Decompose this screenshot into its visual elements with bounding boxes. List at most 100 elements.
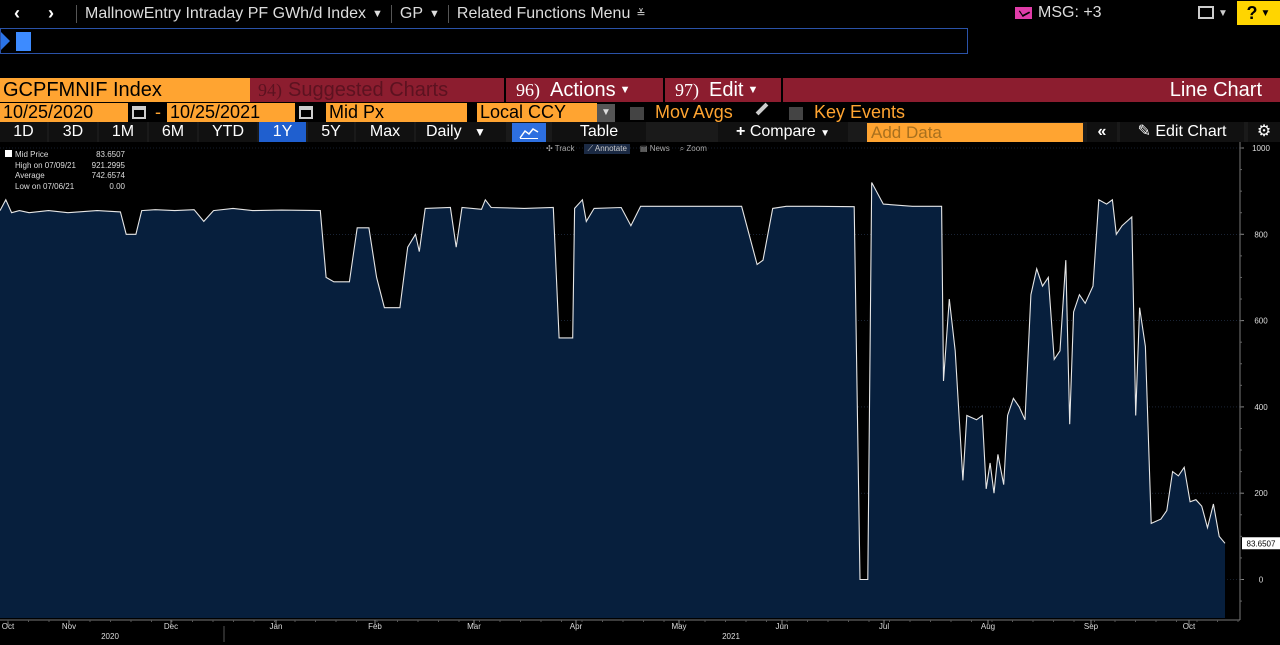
- pencil-icon: ✎: [1137, 123, 1151, 140]
- separator: [447, 4, 449, 23]
- top-bar: ‹ › MallnowEntry Intraday PF GWh/d Index…: [0, 0, 1280, 27]
- y-axis: 0 200 400 600 800 1000: [1239, 142, 1270, 620]
- chevron-left-icon[interactable]: ‹: [14, 3, 20, 23]
- price-area: [0, 182, 1225, 618]
- range-row: 1D 3D 1M 6M YTD 1Y 5Y Max Daily ▼ Table …: [0, 122, 1280, 142]
- edit-menu[interactable]: 97) Edit ▼: [665, 78, 783, 102]
- x-tick-label: Oct: [1183, 622, 1196, 631]
- command-line[interactable]: [0, 28, 968, 54]
- plus-icon: +: [736, 123, 746, 140]
- x-tick-label: Feb: [368, 622, 382, 631]
- x-tick-label: Nov: [62, 622, 76, 631]
- chevron-right-icon[interactable]: ›: [48, 3, 54, 23]
- line-chart-view-button[interactable]: [512, 123, 546, 142]
- related-functions-menu[interactable]: Related Functions Menu ≚: [457, 5, 646, 23]
- chart-legend: Mid Price 83.6507 High on 07/09/21 921.2…: [5, 150, 125, 192]
- title-row: GCPFMNIF Index 94) Suggested Charts 96) …: [0, 78, 1280, 102]
- annotate-tool[interactable]: ⟋ Annotate: [584, 144, 630, 154]
- caret-down-icon: ▼: [372, 7, 383, 20]
- actions-number: 96): [516, 80, 540, 100]
- messages-button[interactable]: MSG: +3: [1015, 4, 1102, 22]
- end-date-field[interactable]: 10/25/2021: [167, 103, 295, 122]
- series-swatch: [5, 150, 12, 157]
- period-label: Daily: [426, 123, 462, 140]
- edit-number: 97): [675, 80, 699, 100]
- help-button[interactable]: ? ▼: [1237, 1, 1280, 25]
- prompt-arrow-icon: [1, 32, 10, 50]
- legend-row-high: High on 07/09/21 921.2995: [5, 161, 125, 172]
- gear-icon[interactable]: ⚙: [1248, 122, 1280, 142]
- function-code: GP: [399, 4, 424, 22]
- key-events-label[interactable]: Key Events: [814, 102, 906, 122]
- legend-low-value: 0.00: [109, 181, 125, 191]
- function-menu[interactable]: GP ▼: [400, 5, 440, 23]
- key-events-checkbox[interactable]: [789, 107, 803, 120]
- annotate-label: Annotate: [594, 144, 627, 153]
- period-dropdown[interactable]: Daily ▼: [416, 122, 506, 142]
- range-button-1m[interactable]: 1M: [99, 122, 147, 142]
- price-line: [0, 182, 1226, 581]
- range-button-max[interactable]: Max: [356, 122, 414, 142]
- legend-row-series: Mid Price 83.6507: [5, 150, 125, 161]
- last-value-label: 83.6507: [1247, 539, 1276, 548]
- range-button-1y[interactable]: 1Y: [259, 122, 306, 142]
- mov-avgs-label[interactable]: Mov Avgs: [655, 102, 733, 122]
- range-button-ytd[interactable]: YTD: [199, 122, 257, 142]
- start-date-field[interactable]: 10/25/2020: [0, 103, 128, 122]
- y-tick-label: 0: [1259, 576, 1264, 585]
- x-tick-label: Mar: [467, 622, 481, 631]
- y-tick-label: 400: [1254, 403, 1268, 412]
- suggested-label: Suggested Charts: [288, 79, 449, 101]
- caret-down-icon: ▼: [1260, 7, 1271, 19]
- caret-down-icon[interactable]: ▼: [597, 104, 615, 122]
- range-button-6m[interactable]: 6M: [149, 122, 197, 142]
- range-button-3d[interactable]: 3D: [49, 122, 97, 142]
- year-label: 2020: [101, 632, 119, 641]
- edit-chart-button[interactable]: ✎ Edit Chart: [1120, 122, 1244, 142]
- legend-series-name: Mid Price: [15, 150, 49, 159]
- x-tick-label: May: [671, 622, 686, 631]
- x-tick-label: Apr: [570, 622, 583, 631]
- related-functions-label: Related Functions Menu: [456, 4, 631, 22]
- range-button-5y[interactable]: 5Y: [308, 122, 354, 142]
- security-title: MallnowEntry Intraday PF GWh/d Index: [85, 4, 366, 22]
- legend-high-label: High on 07/09/21: [15, 160, 76, 170]
- range-button-1d[interactable]: 1D: [0, 122, 47, 142]
- ticker-field[interactable]: GCPFMNIF Index: [0, 78, 250, 102]
- separator: [76, 4, 77, 23]
- suggested-charts-button[interactable]: 94) Suggested Charts: [250, 78, 506, 102]
- text-cursor: [16, 32, 31, 51]
- price-chart[interactable]: 0 200 400 600 800 1000 Oct Nov Dec Jan Feb Mar Apr M…: [0, 142, 1280, 645]
- legend-low-label: Low on 07/06/21: [15, 181, 75, 191]
- table-view-button[interactable]: Table: [552, 122, 646, 142]
- price-field[interactable]: Mid Px: [326, 103, 467, 122]
- security-title-menu[interactable]: MallnowEntry Intraday PF GWh/d Index ▼: [85, 5, 383, 23]
- track-tool[interactable]: ✣ Track: [546, 144, 575, 153]
- news-label: News: [649, 144, 670, 153]
- currency-field[interactable]: Local CCY: [477, 103, 597, 122]
- caret-down-icon: ▼: [820, 128, 830, 139]
- compare-dropdown[interactable]: + Compare ▼: [718, 122, 848, 142]
- edit-chart-label: Edit Chart: [1155, 123, 1227, 140]
- add-data-input[interactable]: Add Data: [867, 123, 1083, 142]
- legend-row-low: Low on 07/06/21 0.00: [5, 182, 125, 193]
- help-label: ?: [1246, 2, 1258, 23]
- edit-label: Edit: [709, 79, 744, 101]
- x-tick-label: Sep: [1084, 622, 1099, 631]
- caret-down-icon: ▼: [474, 125, 486, 139]
- legend-last-value: 83.6507: [96, 150, 125, 159]
- actions-menu[interactable]: 96) Actions ▼: [506, 78, 665, 102]
- mov-avgs-checkbox[interactable]: [630, 107, 644, 120]
- calendar-icon[interactable]: [299, 106, 313, 119]
- double-chevron-left-icon[interactable]: «: [1087, 122, 1117, 142]
- year-label: 2021: [722, 632, 740, 641]
- zoom-tool[interactable]: ⌕ Zoom: [679, 144, 707, 153]
- calendar-icon[interactable]: [132, 106, 146, 119]
- zoom-label: Zoom: [686, 144, 707, 153]
- window-icon[interactable]: [1198, 6, 1214, 19]
- pencil-icon[interactable]: [755, 102, 769, 116]
- x-tick-label: Dec: [164, 622, 178, 631]
- news-tool[interactable]: ▤ News: [639, 144, 670, 153]
- messages-count: MSG: +3: [1038, 4, 1102, 21]
- caret-down-icon[interactable]: ▼: [1218, 8, 1228, 19]
